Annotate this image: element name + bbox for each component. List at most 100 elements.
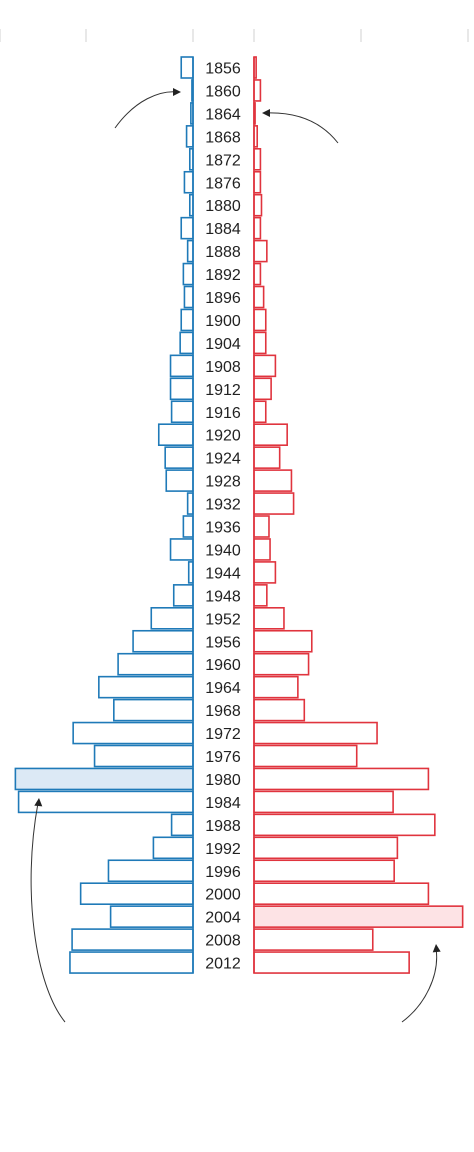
left-bar-1948	[172, 584, 194, 607]
left-bar-2000	[79, 882, 194, 906]
right-bar-1876	[253, 170, 262, 194]
right-bar-2000	[253, 882, 430, 906]
left-bar-2004	[109, 905, 194, 928]
right-bar-1904	[253, 331, 267, 355]
year-label-1876: 1876	[205, 175, 241, 192]
year-labels: 1856 1860 1864 1868 1872 1876 1880 1884 1888 1892…	[205, 61, 241, 973]
right-series-bars	[253, 56, 464, 974]
right-bar-1920	[253, 423, 288, 447]
left-bar-1940	[169, 538, 194, 561]
right-bar-1896	[253, 285, 265, 309]
right-bar-1968	[253, 698, 306, 722]
year-label-1952: 1952	[205, 611, 241, 628]
year-label-1936: 1936	[205, 520, 241, 537]
left-bar-1868	[185, 125, 194, 148]
year-label-1932: 1932	[205, 497, 241, 514]
right-bar-1944	[253, 561, 277, 584]
right-bar-1976	[253, 744, 358, 768]
year-label-1900: 1900	[205, 313, 241, 330]
right-bar-1880	[253, 193, 263, 217]
right-bar-2008	[253, 928, 374, 951]
right-bar-1912	[253, 377, 272, 401]
left-bar-1884	[180, 216, 194, 240]
left-bar-1924	[164, 446, 194, 469]
year-label-2008: 2008	[205, 933, 241, 950]
left-bar-1896	[183, 285, 194, 309]
annotation-arrows	[30, 88, 441, 1023]
left-bar-1964	[98, 675, 194, 699]
left-bar-1936	[182, 515, 194, 538]
year-label-1860: 1860	[205, 83, 241, 100]
left-bar-1920	[157, 423, 194, 447]
year-label-1968: 1968	[205, 703, 241, 720]
right-bar-1860	[253, 79, 262, 102]
left-bar-1988	[170, 813, 194, 837]
year-label-1856: 1856	[205, 61, 241, 78]
gridlines	[0, 29, 469, 42]
left-bar-1892	[182, 262, 194, 286]
right-bar-1908	[253, 354, 277, 378]
left-bar-1972	[72, 721, 194, 745]
year-label-2004: 2004	[205, 910, 241, 927]
left-bar-1888	[186, 239, 194, 263]
year-label-1928: 1928	[205, 474, 241, 491]
year-label-1940: 1940	[205, 542, 241, 559]
year-label-1972: 1972	[205, 726, 241, 743]
right-bar-1932	[253, 492, 295, 515]
annotation-arrowhead-1860	[173, 88, 181, 96]
left-series-bars	[14, 56, 194, 974]
right-bar-1956	[253, 629, 313, 653]
annotation-arrowhead-1864	[262, 109, 270, 117]
annotation-arrow-line-1864	[265, 112, 339, 144]
annotation-arrowhead-1984	[34, 798, 43, 807]
left-bar-1960	[117, 652, 194, 676]
left-bar-1928	[165, 469, 194, 492]
year-label-1948: 1948	[205, 588, 241, 605]
right-bar-1992	[253, 836, 399, 860]
year-label-1976: 1976	[205, 749, 241, 766]
left-bar-1968	[113, 698, 194, 722]
year-label-1880: 1880	[205, 198, 241, 215]
year-label-1996: 1996	[205, 864, 241, 881]
left-bar-1856	[180, 56, 194, 79]
year-label-2012: 2012	[205, 956, 241, 973]
year-label-1980: 1980	[205, 772, 241, 789]
year-label-1956: 1956	[205, 634, 241, 651]
left-bar-1932	[186, 492, 194, 515]
left-bar-1952	[150, 606, 194, 630]
year-label-1864: 1864	[205, 106, 241, 123]
left-bar-1956	[132, 629, 194, 653]
year-label-1988: 1988	[205, 818, 241, 835]
year-label-1920: 1920	[205, 428, 241, 445]
left-bar-2008	[71, 928, 194, 951]
right-bar-1972	[253, 721, 378, 745]
left-bar-1904	[179, 331, 194, 355]
right-bar-1900	[253, 308, 267, 332]
year-label-1924: 1924	[205, 451, 241, 468]
left-bar-1912	[169, 377, 194, 401]
year-label-1960: 1960	[205, 657, 241, 674]
right-bar-1924	[253, 446, 281, 469]
left-bar-1984	[17, 790, 194, 814]
left-bar-1976	[93, 744, 194, 768]
year-label-1992: 1992	[205, 841, 241, 858]
annotation-arrow-line-1984	[30, 802, 66, 1023]
year-label-1872: 1872	[205, 152, 241, 169]
left-bar-2012	[69, 951, 194, 974]
right-bar-1884	[253, 216, 262, 240]
year-label-2000: 2000	[205, 887, 241, 904]
right-bar-1928	[253, 469, 293, 492]
year-label-1916: 1916	[205, 405, 241, 422]
left-bar-1876	[183, 170, 194, 194]
left-bar-1900	[180, 308, 194, 332]
left-bar-1916	[170, 400, 194, 424]
right-bar-1888	[253, 239, 268, 263]
year-label-1944: 1944	[205, 565, 241, 582]
right-bar-1916	[253, 400, 267, 424]
right-bar-1988	[253, 813, 436, 837]
left-bar-1992	[152, 836, 194, 860]
year-label-1888: 1888	[205, 244, 241, 261]
year-label-1908: 1908	[205, 359, 241, 376]
year-label-1904: 1904	[205, 336, 241, 353]
